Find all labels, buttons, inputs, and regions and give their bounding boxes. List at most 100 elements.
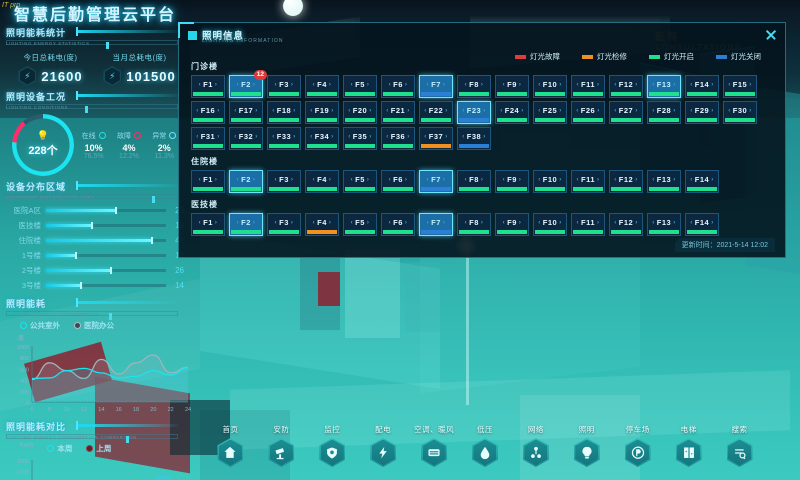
lighting-cell[interactable]: ‹ F4 ›	[305, 213, 339, 236]
lighting-cell[interactable]: ‹ F8 ›	[457, 170, 491, 193]
hvac-icon[interactable]	[421, 438, 448, 467]
cell-dot-icon: ‹	[348, 133, 351, 140]
nav-item-home[interactable]: 首页	[205, 424, 256, 476]
lighting-cell[interactable]: ‹ F8 ›	[457, 213, 491, 236]
lighting-cell[interactable]: ‹ F9 ›	[495, 213, 529, 236]
lighting-cell[interactable]: ‹ F28 ›	[647, 101, 681, 124]
cell-dot-icon: ›	[328, 219, 332, 226]
close-icon[interactable]	[765, 29, 777, 41]
cell-dot-icon: ‹	[500, 107, 503, 114]
nav-item-drop[interactable]: 低压	[460, 424, 511, 476]
lighting-cell[interactable]: ‹ F16 ›	[191, 101, 225, 124]
lighting-cell[interactable]: ‹ F3 ›	[267, 75, 301, 98]
lighting-cell[interactable]: ‹ F7 ›	[419, 213, 453, 236]
nav-item-network[interactable]: 网络	[510, 424, 561, 476]
lighting-cell[interactable]: ‹ F7 ›	[419, 170, 453, 193]
lighting-cell[interactable]: ‹ F11 ›	[571, 170, 605, 193]
lighting-cell[interactable]: ‹ F4 ›	[305, 75, 339, 98]
lighting-cell[interactable]: ‹ F13 ›	[647, 213, 681, 236]
lighting-cell[interactable]: ‹ F12 ›	[609, 213, 643, 236]
lighting-cell[interactable]: ‹ F30 ›	[723, 101, 757, 124]
lighting-cell[interactable]: ‹ F37 ›	[419, 127, 453, 150]
nav-item-shield[interactable]: 监控	[307, 424, 358, 476]
legend-item[interactable]: 上周	[86, 443, 111, 454]
lighting-cell[interactable]: ‹ F19 ›	[305, 101, 339, 124]
lighting-cell[interactable]: ‹ F6 ›	[381, 75, 415, 98]
lighting-cell[interactable]: ‹ F12 ›	[609, 170, 643, 193]
camera-icon[interactable]	[268, 438, 295, 467]
elevator-icon[interactable]	[675, 438, 702, 467]
lighting-cell[interactable]: ‹ F11 ›	[571, 213, 605, 236]
shield-icon[interactable]	[319, 438, 346, 467]
lighting-cell[interactable]: ‹ F35 ›	[343, 127, 377, 150]
lighting-cell[interactable]: ‹ F18 ›	[267, 101, 301, 124]
lighting-cell[interactable]: ‹ F2 › 12	[229, 70, 267, 98]
lighting-cell[interactable]: ‹ F17 ›	[229, 101, 263, 124]
lighting-cell[interactable]: ‹ F22 ›	[419, 101, 453, 124]
lighting-cell[interactable]: ‹ F29 ›	[685, 101, 719, 124]
lighting-cell[interactable]: ‹ F13 ›	[647, 170, 681, 193]
legend-item[interactable]: 公共室外	[20, 320, 60, 331]
lighting-cell[interactable]: ‹ F5 ›	[343, 170, 377, 193]
nav-item-parking[interactable]: 停车场	[612, 424, 663, 476]
lighting-cell[interactable]: ‹ F24 ›	[495, 101, 529, 124]
lighting-cell[interactable]: ‹ F3 ›	[267, 213, 301, 236]
nav-item-elevator[interactable]: 电梯	[663, 424, 714, 476]
lighting-cell[interactable]: ‹ F27 ›	[609, 101, 643, 124]
lighting-cell[interactable]: ‹ F2 ›	[229, 213, 263, 236]
cell-label: ‹ F21 ›	[386, 106, 410, 115]
lighting-cell[interactable]: ‹ F5 ›	[343, 213, 377, 236]
lighting-cell[interactable]: ‹ F6 ›	[381, 170, 415, 193]
lighting-cell[interactable]: ‹ F9 ›	[495, 75, 529, 98]
lighting-cell[interactable]: ‹ F5 ›	[343, 75, 377, 98]
lighting-cell[interactable]: ‹ F15 ›	[723, 75, 757, 98]
lighting-cell[interactable]: ‹ F14 ›	[685, 213, 719, 236]
lighting-cell[interactable]: ‹ F36 ›	[381, 127, 415, 150]
svg-text:1200: 1200	[17, 470, 29, 476]
nav-item-hvac[interactable]: 空调、暖风	[409, 424, 460, 476]
lighting-cell[interactable]: ‹ F1 ›	[191, 170, 225, 193]
network-icon[interactable]	[522, 438, 549, 467]
lighting-cell[interactable]: ‹ F26 ›	[571, 101, 605, 124]
lighting-cell[interactable]: ‹ F32 ›	[229, 127, 263, 150]
bulb-icon[interactable]	[573, 438, 600, 467]
lighting-cell[interactable]: ‹ F23 ›	[457, 101, 491, 124]
nav-item-search[interactable]: 搜索	[714, 424, 765, 476]
lighting-cell[interactable]: ‹ F8 ›	[457, 75, 491, 98]
lighting-cell[interactable]: ‹ F7 ›	[419, 75, 453, 98]
lighting-cell[interactable]: ‹ F25 ›	[533, 101, 567, 124]
nav-item-camera[interactable]: 安防	[256, 424, 307, 476]
lighting-cell[interactable]: ‹ F9 ›	[495, 170, 529, 193]
lighting-cell[interactable]: ‹ F14 ›	[685, 75, 719, 98]
lighting-cell[interactable]: ‹ F31 ›	[191, 127, 225, 150]
nav-item-bulb[interactable]: 照明	[561, 424, 612, 476]
legend-item[interactable]: 医院办公	[74, 320, 114, 331]
search-icon[interactable]	[726, 438, 753, 467]
home-icon[interactable]	[217, 438, 244, 467]
lighting-cell[interactable]: ‹ F21 ›	[381, 101, 415, 124]
lighting-cell[interactable]: ‹ F3 ›	[267, 170, 301, 193]
lighting-cell[interactable]: ‹ F34 ›	[305, 127, 339, 150]
nav-item-bolt[interactable]: 配电	[358, 424, 409, 476]
lighting-cell[interactable]: ‹ F12 ›	[609, 75, 643, 98]
lighting-cell[interactable]: ‹ F33 ›	[267, 127, 301, 150]
lighting-cell[interactable]: ‹ F4 ›	[305, 170, 339, 193]
cell-label: ‹ F17 ›	[234, 106, 258, 115]
lighting-cell[interactable]: ‹ F38 ›	[457, 127, 491, 150]
lighting-cell[interactable]: ‹ F10 ›	[533, 75, 567, 98]
lighting-cell[interactable]: ‹ F10 ›	[533, 213, 567, 236]
lighting-cell[interactable]: ‹ F1 ›	[191, 75, 225, 98]
lighting-cell[interactable]: ‹ F6 ›	[381, 213, 415, 236]
parking-icon[interactable]	[624, 438, 651, 467]
lighting-cell[interactable]: ‹ F13 ›	[647, 75, 681, 98]
legend-item[interactable]: 本周	[47, 443, 72, 454]
lighting-cell[interactable]: ‹ F11 ›	[571, 75, 605, 98]
lighting-cell[interactable]: ‹ F14 ›	[685, 170, 719, 193]
drop-icon[interactable]	[471, 438, 498, 467]
lighting-cell[interactable]: ‹ F20 ›	[343, 101, 377, 124]
lighting-cell[interactable]: ‹ F1 ›	[191, 213, 225, 236]
lighting-cell[interactable]: ‹ F2 ›	[229, 170, 263, 193]
lighting-cell[interactable]: ‹ F10 ›	[533, 170, 567, 193]
dialog-marker-icon	[188, 31, 197, 40]
bolt-icon[interactable]	[370, 438, 397, 467]
